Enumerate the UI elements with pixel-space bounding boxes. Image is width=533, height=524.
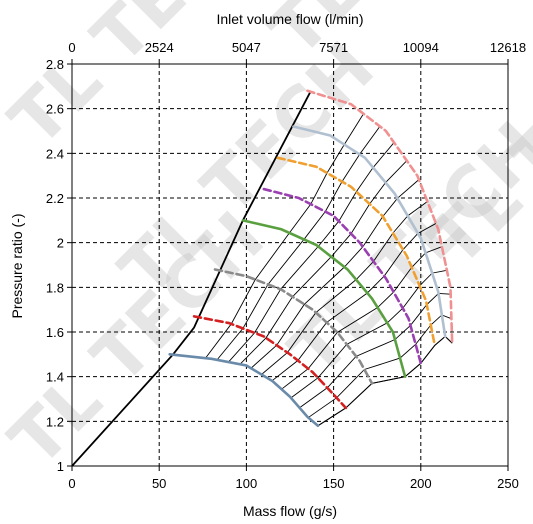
- x-tick-label-4: 200: [410, 476, 432, 491]
- speed-line-5: [276, 156, 437, 347]
- speed-line-0: [168, 353, 320, 428]
- y-tick-label-0: 1: [57, 459, 64, 474]
- plot-frame: [71, 63, 509, 467]
- x-tick-label-2: 100: [236, 476, 258, 491]
- x-tick-label-0: 0: [68, 476, 75, 491]
- grid-lines: [72, 64, 508, 466]
- y-tick-label-7: 2.4: [46, 146, 64, 161]
- speed-line-4: [262, 187, 423, 365]
- efficiency-line-7: [281, 246, 443, 390]
- choke-line: [317, 335, 453, 427]
- efficiency-line-1: [216, 126, 381, 361]
- efficiency-line-2: [228, 142, 395, 363]
- efficiency-line-6: [271, 223, 437, 382]
- y-tick-label-9: 2.8: [46, 57, 64, 72]
- efficiency-line-0: [205, 113, 364, 359]
- speed-line-1: [192, 315, 348, 410]
- y-tick-label-5: 2: [57, 236, 64, 251]
- efficiency-line-4: [250, 179, 420, 369]
- x2-tick-label-1: 2524: [145, 40, 174, 55]
- surge-line: [71, 90, 312, 467]
- efficiency-line-10: [308, 314, 452, 418]
- plot-border: [71, 63, 509, 467]
- x-axis-label: Mass flow (g/s): [243, 503, 337, 519]
- speed-line-2: [213, 268, 374, 385]
- y-tick-label-4: 1.8: [46, 280, 64, 295]
- y-tick-label-2: 1.4: [46, 370, 64, 385]
- y-tick-label-3: 1.6: [46, 325, 64, 340]
- x-tick-label-5: 250: [497, 476, 519, 491]
- speed-line-3: [241, 219, 407, 378]
- speed-line-7: [306, 89, 454, 345]
- x2-tick-label-4: 10094: [403, 40, 439, 55]
- efficiency-lines: [205, 113, 453, 427]
- y-tick-label-6: 2.2: [46, 191, 64, 206]
- x2-tick-label-3: 7571: [319, 40, 348, 55]
- axis-ticks: 0 50 100 150 200 250 0 2524 5047 7571 10094 12618 1 1…: [46, 40, 526, 491]
- speed-line-6: [292, 125, 447, 338]
- x2-tick-label-5: 12618: [490, 40, 526, 55]
- efficiency-line-5: [261, 201, 428, 375]
- efficiency-line-8: [290, 269, 447, 399]
- efficiency-line-3: [239, 160, 408, 365]
- x2-tick-label-0: 0: [68, 40, 75, 55]
- x-tick-label-3: 150: [323, 476, 345, 491]
- efficiency-line-9: [299, 292, 451, 409]
- x-tick-label-1: 50: [152, 476, 166, 491]
- speed-lines: [71, 89, 454, 467]
- y-tick-label-1: 1.2: [46, 414, 64, 429]
- y-axis-label: Pressure ratio (-): [9, 213, 25, 318]
- y-tick-label-8: 2.6: [46, 102, 64, 117]
- x2-axis-label: Inlet volume flow (l/min): [216, 11, 363, 27]
- x2-tick-label-2: 5047: [232, 40, 261, 55]
